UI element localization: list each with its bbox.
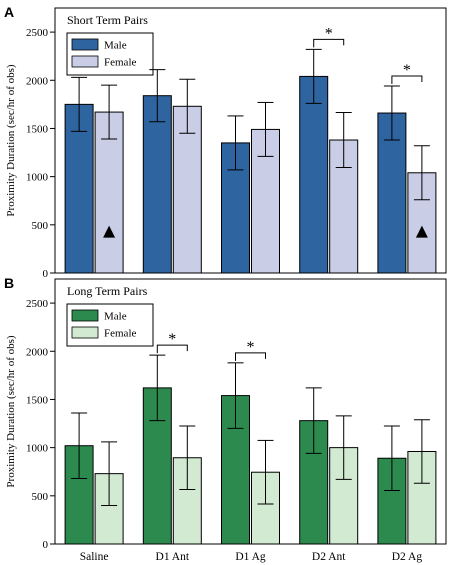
bar [299, 75, 329, 274]
triangle-marker [415, 225, 428, 238]
bar [407, 450, 437, 545]
legend: Male Female [66, 32, 154, 76]
panel-label: B [4, 275, 14, 291]
y-tick-label: 1000 [26, 172, 49, 184]
legend-label: Female [104, 328, 136, 340]
plot-frame [54, 278, 447, 545]
legend-label: Male [104, 40, 127, 52]
y-tick-label: 1500 [26, 394, 49, 406]
chart-panel-b: B 0 500 1000 1500 2000 2500 Proximity Duration … [4, 275, 447, 563]
legend-swatch [71, 38, 99, 51]
x-category-label: D1 Ant [156, 551, 190, 563]
x-category-label: D1 Ag [235, 551, 266, 563]
y-tick-label: 0 [43, 539, 49, 551]
x-category-label: Saline [80, 551, 109, 563]
chart-title: Long Term Pairs [67, 284, 148, 298]
significance-bracket [313, 38, 345, 48]
y-tick-label: 2000 [26, 346, 49, 358]
bar [172, 105, 202, 274]
legend-swatch [71, 326, 99, 339]
plot-frame [54, 7, 447, 274]
bar [221, 395, 250, 545]
y-tick-label: 2000 [26, 75, 49, 87]
legend-label: Female [104, 57, 136, 69]
significance-star: * [325, 25, 333, 42]
y-tick-label: 500 [32, 220, 49, 232]
significance-bracket [156, 344, 188, 354]
significance-star: * [403, 62, 411, 79]
bar [64, 103, 94, 274]
y-tick-label: 500 [32, 491, 49, 503]
y-tick-label: 0 [43, 268, 49, 280]
legend-swatch [71, 55, 99, 68]
y-tick-label: 2500 [26, 27, 49, 39]
chart-title: Short Term Pairs [67, 13, 148, 27]
x-category-label: D2 Ant [312, 551, 346, 563]
significance-bracket [391, 75, 423, 85]
y-tick-label: 1000 [26, 443, 49, 455]
significance-bracket [235, 352, 266, 361]
legend-box [66, 32, 154, 76]
significance-star: * [247, 339, 255, 356]
chart-panel-a: A 0 500 1000 1500 2000 2500 Proximity Duration … [4, 4, 447, 280]
bar [142, 95, 172, 274]
y-axis-label: Proximity Duration (sec/hr of obs) [5, 64, 17, 216]
x-category-label: D2 Ag [392, 551, 423, 563]
legend: Male Female [66, 303, 154, 347]
y-tick-label: 2500 [26, 298, 49, 310]
triangle-marker [103, 225, 116, 238]
significance-star: * [168, 331, 176, 348]
legend-swatch [71, 309, 99, 322]
y-tick-label: 1500 [26, 123, 49, 135]
panel-label: A [4, 4, 14, 20]
y-axis-label: Proximity Duration (sec/hr of obs) [5, 335, 17, 487]
legend-label: Male [104, 311, 127, 323]
